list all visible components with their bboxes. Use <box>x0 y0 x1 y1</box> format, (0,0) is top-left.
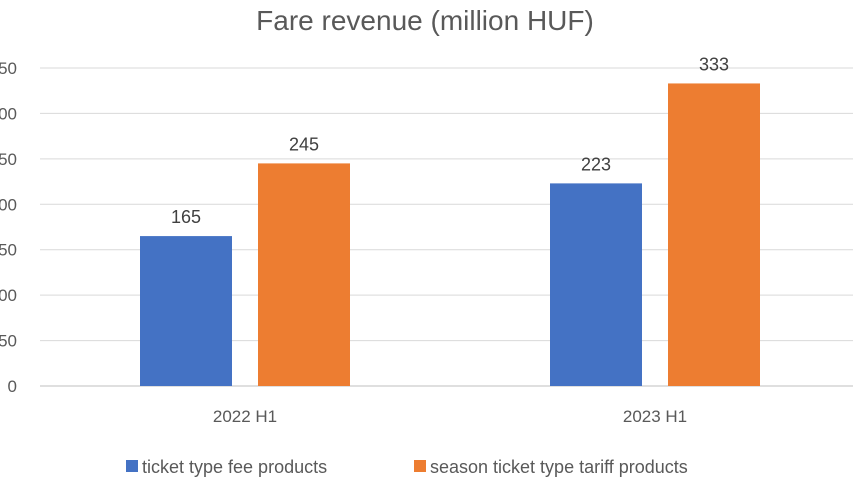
y-tick-label: 200 <box>0 195 17 214</box>
x-category-label: 2022 H1 <box>213 407 277 426</box>
y-tick-label: 50 <box>0 332 17 351</box>
bar-tariff-products <box>258 163 350 386</box>
y-axis-ticks: 0 50 100 150 200 250 300 350 <box>0 59 17 396</box>
bar-tariff-products <box>668 83 760 387</box>
data-label: 165 <box>171 207 201 227</box>
bars <box>140 83 760 387</box>
legend-swatch <box>126 460 138 472</box>
x-category-label: 2023 H1 <box>623 407 687 426</box>
data-label: 333 <box>699 54 729 74</box>
y-tick-label: 250 <box>0 150 17 169</box>
y-tick-label: 150 <box>0 241 17 260</box>
y-tick-label: 350 <box>0 59 17 78</box>
bar-fee-products <box>550 183 642 386</box>
legend-swatch <box>414 460 426 472</box>
x-axis-categories: 2022 H1 2023 H1 <box>213 407 687 426</box>
legend: ticket type fee products season ticket ty… <box>126 457 688 477</box>
y-tick-label: 0 <box>8 377 17 396</box>
y-tick-label: 100 <box>0 286 17 305</box>
legend-label: season ticket type tariff products <box>430 457 688 477</box>
bar-fee-products <box>140 236 232 386</box>
y-tick-label: 300 <box>0 104 17 123</box>
data-label: 223 <box>581 154 611 174</box>
legend-label: ticket type fee products <box>142 457 327 477</box>
chart-title: Fare revenue (million HUF) <box>256 5 594 36</box>
data-label: 245 <box>289 134 319 154</box>
data-labels: 165 245 223 333 <box>171 54 729 227</box>
